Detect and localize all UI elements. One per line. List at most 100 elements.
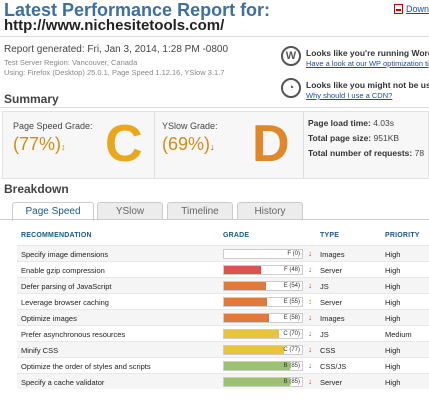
breakdown-heading: Breakdown xyxy=(4,182,69,196)
trend-icon: ↓ xyxy=(308,345,312,354)
wordpress-notice: W Looks like you're running WordPress Ha… xyxy=(281,46,429,70)
recommendation-type: JS xyxy=(320,282,329,291)
total-requests-label: Total number of requests: xyxy=(308,148,413,158)
page-load-time-value: 4.03s xyxy=(373,118,394,128)
wordpress-notice-heading: Looks like you're running WordPress xyxy=(306,48,429,58)
table-row[interactable]: Enable gzip compression F (48) ↓ Server High xyxy=(17,261,429,277)
recommendation-priority: High xyxy=(385,346,401,355)
summary-divider xyxy=(0,107,429,108)
col-type[interactable]: TYPE xyxy=(320,232,340,239)
yslow-trend-icon: ↓ xyxy=(210,142,215,152)
trend-icon: ↓ xyxy=(308,265,312,274)
grade-bar: F (0) xyxy=(223,249,303,259)
total-requests-value: 78 xyxy=(414,148,425,158)
table-row[interactable]: Optimize the order of styles and scripts… xyxy=(17,357,429,373)
trend-icon: ↓ xyxy=(308,249,312,258)
recommendation-priority: High xyxy=(385,266,401,275)
col-priority[interactable]: PRIORITY xyxy=(385,232,420,239)
recommendation-name[interactable]: Enable gzip compression xyxy=(21,266,105,275)
grade-bar: E (55) xyxy=(223,297,303,307)
col-grade[interactable]: GRADE xyxy=(223,232,250,239)
summary-divider-2 xyxy=(303,112,304,178)
grade-bar-fill xyxy=(224,346,285,354)
yslow-grade-letter: D xyxy=(252,115,290,173)
recommendation-name[interactable]: Defer parsing of JavaScript xyxy=(21,282,112,291)
recommendation-name[interactable]: Leverage browser caching xyxy=(21,298,109,307)
recommendation-priority: High xyxy=(385,282,401,291)
pagespeed-score: (77%)↕ xyxy=(13,134,66,155)
test-tools-info: Using: Firefox (Desktop) 25.0.1, Page Sp… xyxy=(4,68,225,77)
table-row[interactable]: Specify a cache validator B (85) ↓ Server Hi… xyxy=(17,373,429,389)
recommendation-type: JS xyxy=(320,330,329,339)
grade-value: E (55) xyxy=(283,299,300,305)
recommendation-priority: High xyxy=(385,250,401,259)
grade-value: E (58) xyxy=(283,315,300,321)
grade-value: B (85) xyxy=(283,379,300,385)
recommendation-type: Server xyxy=(320,378,343,387)
recommendation-type: Server xyxy=(320,266,343,275)
recommendation-name[interactable]: Prefer asynchronous resources xyxy=(21,330,126,339)
recommendation-priority: High xyxy=(385,362,401,371)
table-row[interactable]: Minify CSS C (77) ↓ CSS High xyxy=(17,341,429,357)
page-load-time-label: Page load time: xyxy=(308,118,371,128)
tab-history[interactable]: History xyxy=(237,202,303,220)
pagespeed-grade-letter: C xyxy=(105,115,143,173)
table-row[interactable]: Prefer asynchronous resources C (70) ↓ JS Me… xyxy=(17,325,429,341)
download-pdf-link[interactable]: Download xyxy=(394,4,429,14)
table-row[interactable]: Specify image dimensions F (0) ↓ Images High xyxy=(17,245,429,261)
grade-bar: B (85) xyxy=(223,377,303,387)
grade-value: F (48) xyxy=(283,267,300,273)
recommendation-priority: High xyxy=(385,314,401,323)
grade-bar-fill xyxy=(224,378,291,386)
page-load-time: Page load time: 4.03s xyxy=(308,118,394,128)
recommendation-name[interactable]: Specify image dimensions xyxy=(21,250,109,259)
grade-bar-fill xyxy=(224,362,291,370)
recommendation-priority: High xyxy=(385,378,401,387)
cdn-notice: ◔ Looks like you might not be using Why … xyxy=(281,78,429,102)
grade-bar-fill xyxy=(224,298,267,306)
grade-bar-fill xyxy=(224,282,267,290)
pagespeed-trend-icon: ↕ xyxy=(61,142,66,152)
tab-timeline[interactable]: Timeline xyxy=(167,202,233,220)
table-row[interactable]: Leverage browser caching E (55) ↕ Server Hig… xyxy=(17,293,429,309)
tab-page-speed[interactable]: Page Speed xyxy=(12,202,94,221)
grade-bar: E (58) xyxy=(223,313,303,323)
grade-bar-fill xyxy=(224,330,279,338)
cdn-link[interactable]: Why should I use a CDN? xyxy=(306,91,393,100)
grade-bar: B (85) xyxy=(223,361,303,371)
trend-icon: ↕ xyxy=(308,297,312,306)
recommendation-type: Images xyxy=(320,314,345,323)
tab-yslow[interactable]: YSlow xyxy=(97,202,163,220)
recommendation-name[interactable]: Optimize images xyxy=(21,314,77,323)
recommendation-type: CSS xyxy=(320,346,336,355)
col-recommendation[interactable]: RECOMMENDATION xyxy=(21,232,92,239)
table-row[interactable]: Optimize images E (58) ↓ Images High xyxy=(17,309,429,325)
trend-icon: ↓ xyxy=(308,313,312,322)
yslow-score: (69%)↓ xyxy=(162,134,215,155)
recommendation-name[interactable]: Optimize the order of styles and scripts xyxy=(21,362,151,371)
table-row[interactable]: Defer parsing of JavaScript E (54) ↓ JS High xyxy=(17,277,429,293)
pagespeed-grade-label: Page Speed Grade: xyxy=(13,121,93,131)
speedometer-icon: ◔ xyxy=(281,78,301,98)
wordpress-tips-link[interactable]: Have a look at our WP optimization tips xyxy=(306,59,429,68)
pagespeed-percent: (77%) xyxy=(13,134,62,154)
recommendation-type: Images xyxy=(320,250,345,259)
grade-value: B (85) xyxy=(283,363,300,369)
recommendation-name[interactable]: Specify a cache validator xyxy=(21,378,105,387)
recommendations-table: Specify image dimensions F (0) ↓ Images High… xyxy=(17,245,429,389)
recommendation-type: Server xyxy=(320,298,343,307)
total-page-size-label: Total page size: xyxy=(308,133,372,143)
cdn-notice-heading: Looks like you might not be using xyxy=(306,80,429,90)
yslow-grade-label: YSlow Grade: xyxy=(162,121,218,131)
recommendation-type: CSS/JS xyxy=(320,362,347,371)
recommendation-priority: High xyxy=(385,298,401,307)
recommendation-name[interactable]: Minify CSS xyxy=(21,346,59,355)
grade-bar-fill xyxy=(224,266,262,274)
grade-bar: E (54) xyxy=(223,281,303,291)
tab-baseline xyxy=(0,219,429,220)
report-url[interactable]: http://www.nichesitetools.com/ xyxy=(4,17,225,34)
wordpress-icon: W xyxy=(281,46,301,66)
grade-bar-fill xyxy=(224,314,270,322)
grade-value: F (0) xyxy=(287,251,300,257)
page-title: Latest Performance Report for: xyxy=(4,0,271,20)
